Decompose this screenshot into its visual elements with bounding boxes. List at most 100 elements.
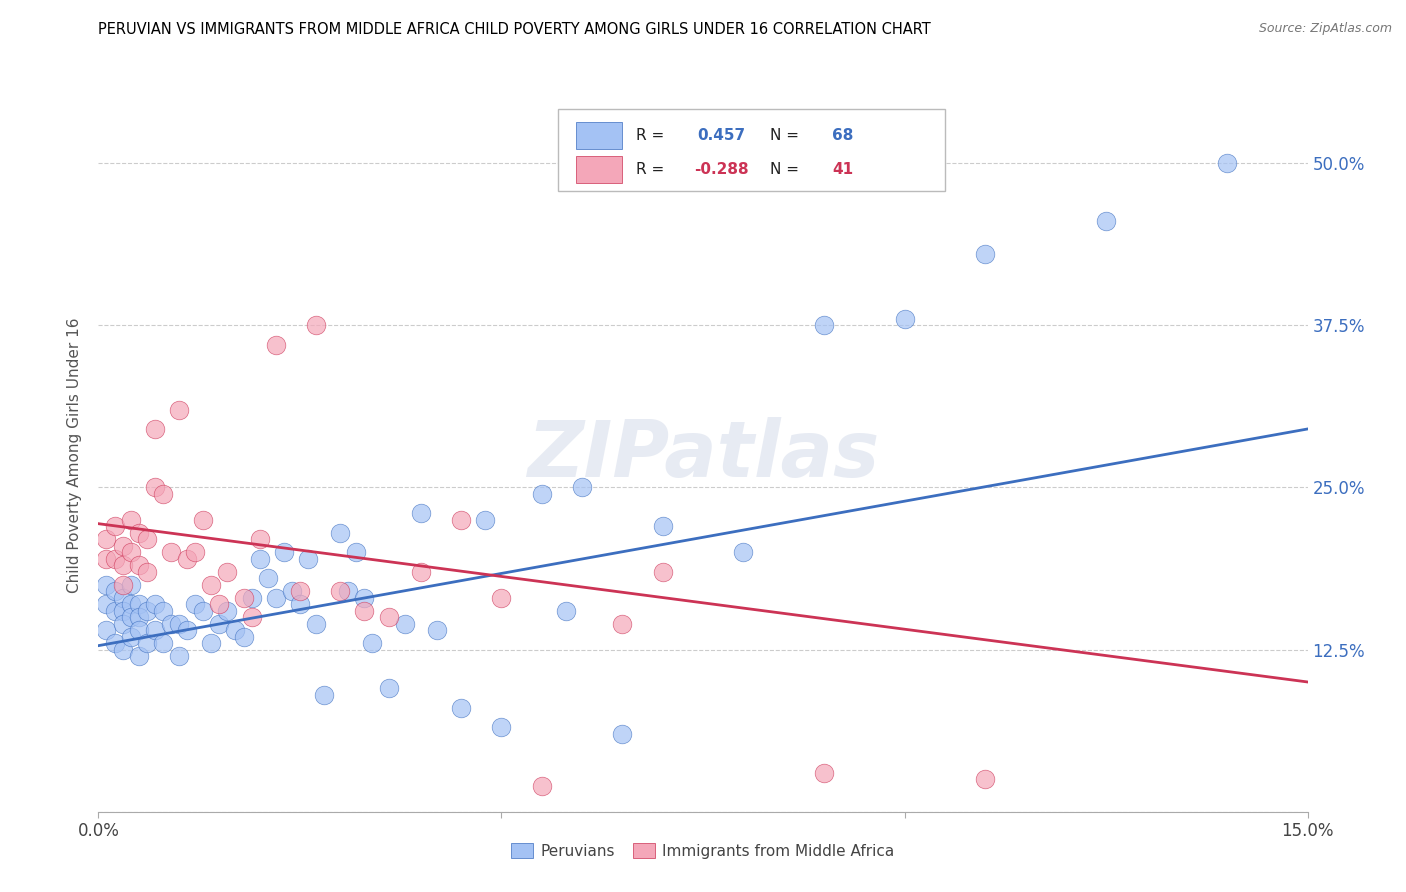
Point (96, 577, 118, 591)
Point (305, 616, 328, 631)
Point (152, 636, 174, 650)
Point (232, 630, 254, 644)
Point (111, 577, 134, 591)
Point (167, 648, 190, 663)
Point (143, 480, 166, 494)
Point (530, 779, 553, 793)
Point (128, 525, 150, 540)
FancyBboxPatch shape (576, 156, 621, 183)
Point (426, 623, 449, 637)
Text: ZIPatlas: ZIPatlas (527, 417, 879, 493)
Point (111, 539, 134, 553)
Point (152, 604, 174, 618)
Point (160, 545, 183, 559)
Point (120, 610, 142, 624)
Point (128, 597, 150, 611)
Y-axis label: Child Poverty Among Girls Under 16: Child Poverty Among Girls Under 16 (67, 318, 83, 592)
Point (409, 565, 432, 579)
Point (491, 591, 513, 605)
Point (394, 616, 416, 631)
Point (135, 604, 157, 618)
Point (217, 604, 239, 618)
Point (111, 642, 134, 657)
Point (329, 525, 352, 540)
Point (353, 604, 375, 618)
Point (612, 727, 634, 741)
Point (200, 577, 222, 591)
Point (813, 765, 835, 780)
Point (249, 551, 271, 566)
Text: Source: ZipAtlas.com: Source: ZipAtlas.com (1258, 22, 1392, 36)
Point (135, 636, 157, 650)
Point (1216, 156, 1239, 170)
Text: -0.288: -0.288 (695, 162, 749, 177)
Point (555, 604, 578, 618)
Point (96, 551, 118, 566)
Text: R =: R = (637, 162, 669, 177)
Point (409, 506, 432, 520)
Point (120, 577, 142, 591)
Point (160, 616, 183, 631)
Point (288, 597, 311, 611)
Point (249, 533, 271, 547)
Point (651, 519, 673, 533)
Point (143, 422, 166, 436)
Point (974, 772, 997, 787)
Point (232, 591, 254, 605)
Point (450, 701, 472, 715)
Point (128, 558, 150, 573)
Point (893, 311, 915, 326)
Point (288, 584, 311, 599)
Text: PERUVIAN VS IMMIGRANTS FROM MIDDLE AFRICA CHILD POVERTY AMONG GIRLS UNDER 16 COR: PERUVIAN VS IMMIGRANTS FROM MIDDLE AFRIC… (98, 22, 931, 37)
Point (256, 571, 278, 585)
Point (184, 597, 207, 611)
Point (193, 604, 215, 618)
Point (450, 513, 472, 527)
Point (353, 591, 375, 605)
Point (120, 597, 142, 611)
Point (200, 636, 222, 650)
Point (96, 623, 118, 637)
Point (167, 402, 190, 417)
Point (103, 551, 125, 566)
Text: R =: R = (637, 128, 669, 144)
Point (733, 545, 755, 559)
Point (344, 545, 367, 559)
FancyBboxPatch shape (558, 109, 945, 191)
Point (571, 480, 593, 494)
Point (240, 591, 263, 605)
Point (491, 720, 513, 734)
Point (120, 545, 142, 559)
Point (111, 604, 134, 618)
Point (297, 551, 319, 566)
Text: 68: 68 (832, 128, 853, 144)
Text: N =: N = (769, 128, 803, 144)
Point (152, 487, 174, 501)
Point (135, 533, 157, 547)
Text: 41: 41 (832, 162, 853, 177)
Point (305, 318, 328, 333)
Point (176, 551, 198, 566)
Point (120, 513, 142, 527)
Point (208, 616, 231, 631)
Point (264, 337, 287, 351)
Point (314, 688, 336, 702)
Point (143, 597, 166, 611)
Point (974, 247, 997, 261)
Point (208, 597, 231, 611)
Point (128, 610, 150, 624)
Point (329, 584, 352, 599)
Point (96, 597, 118, 611)
Text: N =: N = (769, 162, 803, 177)
Legend: Peruvians, Immigrants from Middle Africa: Peruvians, Immigrants from Middle Africa (505, 837, 901, 864)
Point (217, 565, 239, 579)
Point (377, 681, 399, 696)
Point (103, 519, 125, 533)
Text: 0.457: 0.457 (697, 128, 745, 144)
Point (128, 623, 150, 637)
Point (120, 630, 142, 644)
Point (111, 558, 134, 573)
Point (103, 584, 125, 599)
Point (224, 623, 246, 637)
Point (361, 636, 384, 650)
